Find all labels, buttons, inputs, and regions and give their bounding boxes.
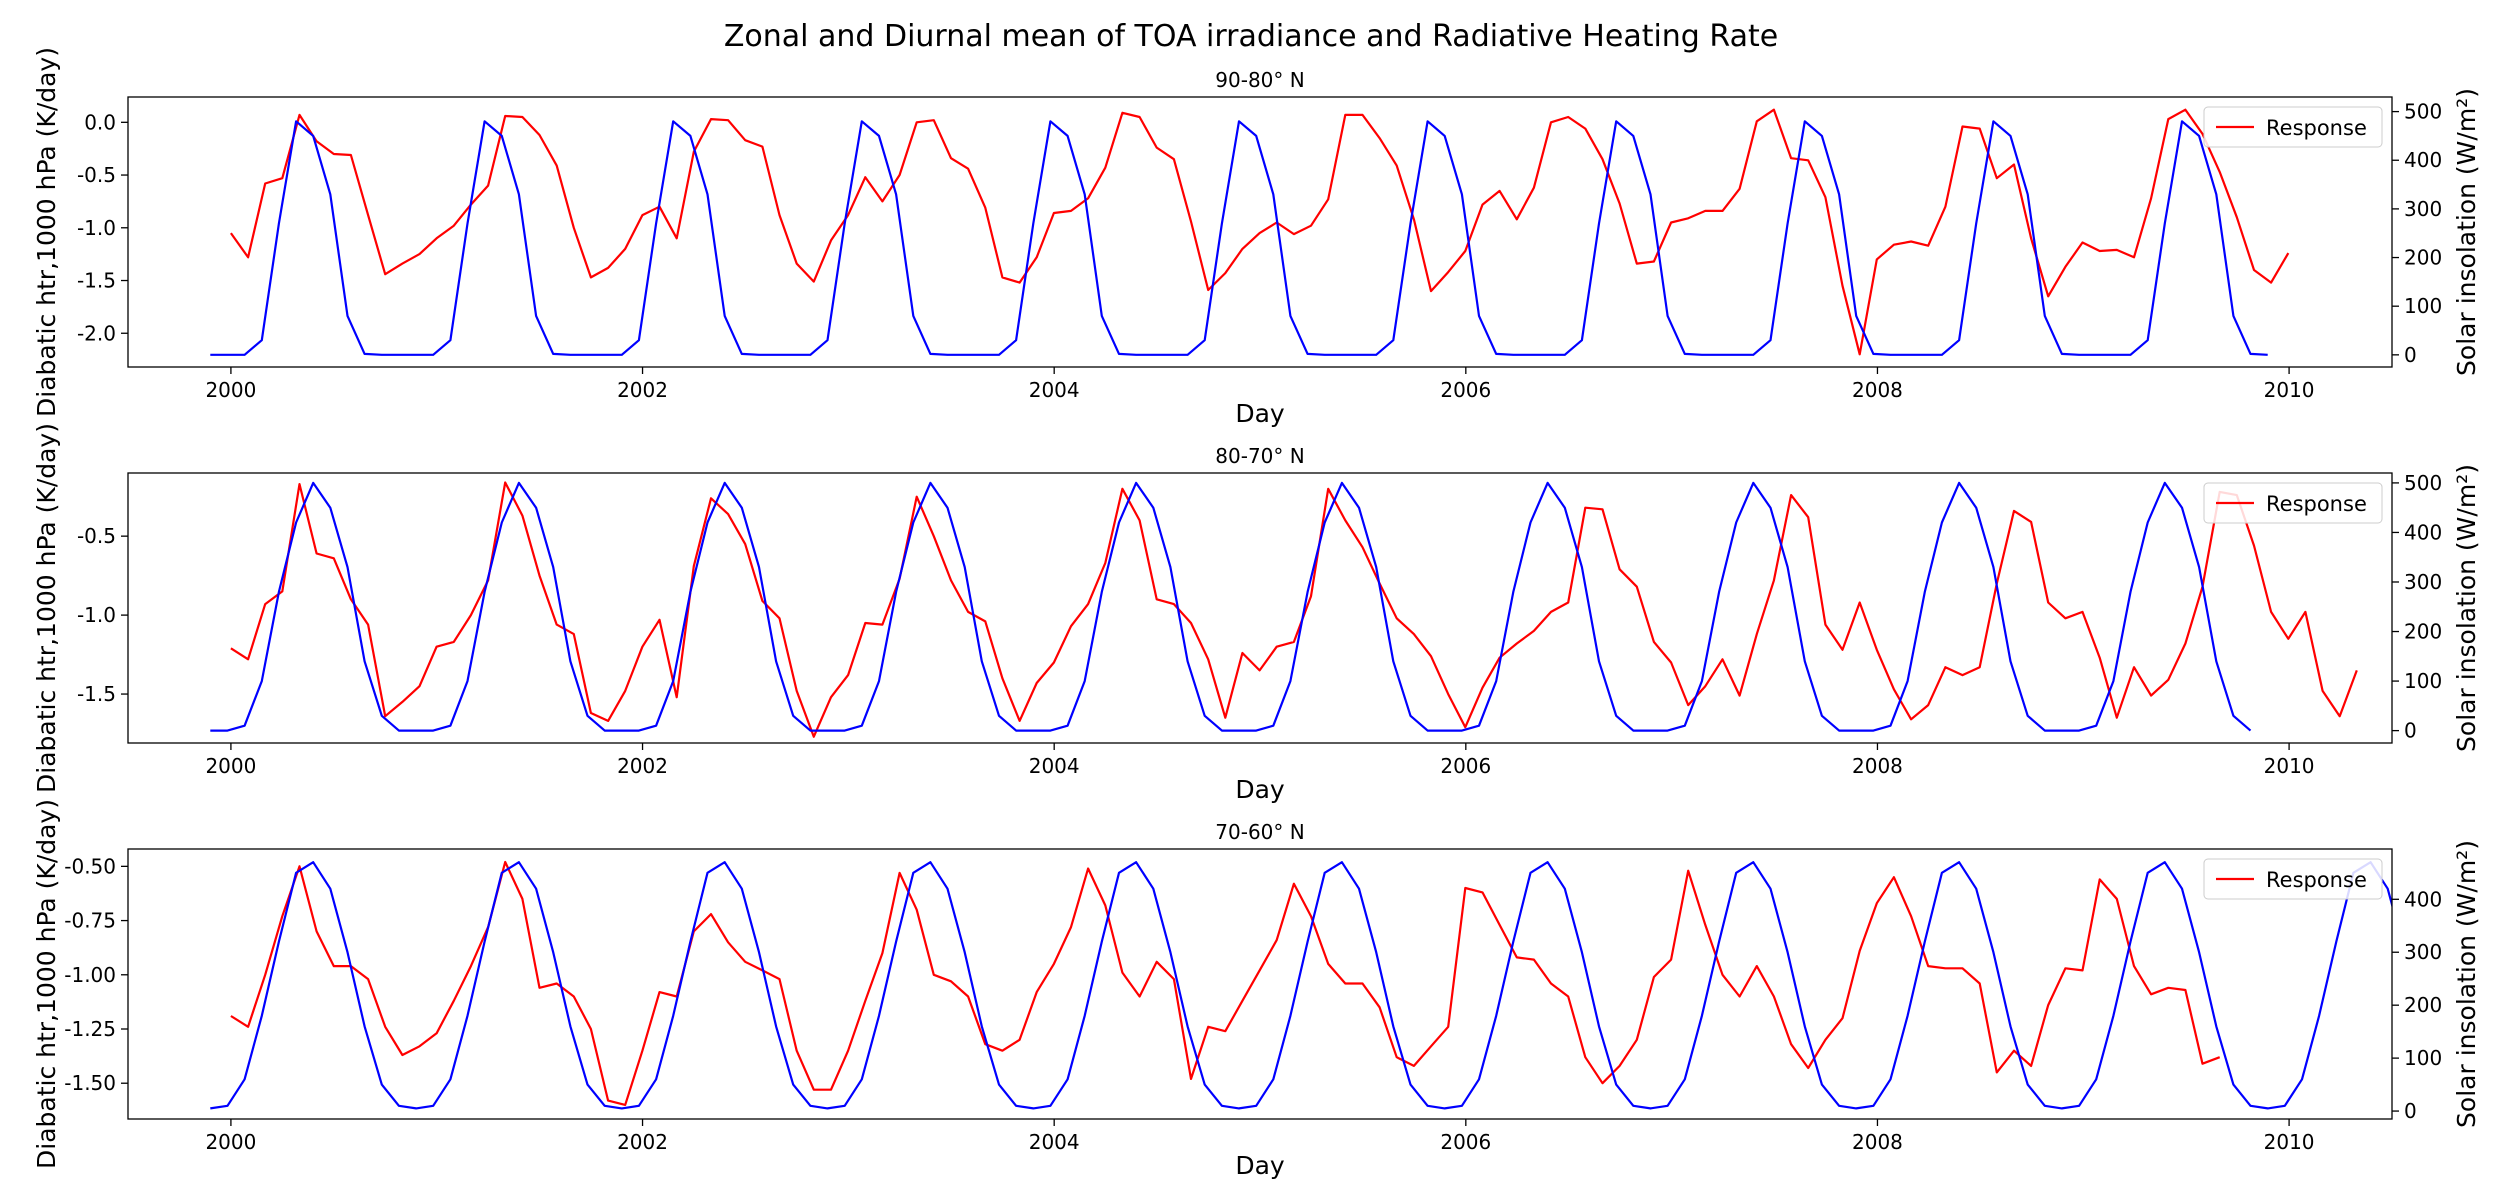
subplot-title: 70-60° N bbox=[1215, 820, 1304, 844]
figure-title: Zonal and Diurnal mean of TOA irradiance… bbox=[724, 19, 1778, 54]
x-tick-label: 2004 bbox=[1029, 754, 1080, 778]
y-right-tick-label: 0 bbox=[2404, 1099, 2417, 1123]
y-left-tick-label: -0.75 bbox=[64, 909, 116, 933]
y-right-tick-label: 500 bbox=[2404, 471, 2442, 495]
legend-label: Response bbox=[2266, 492, 2367, 516]
y-right-tick-label: 0 bbox=[2404, 343, 2417, 367]
legend: Response bbox=[2203, 482, 2383, 524]
legend: Response bbox=[2203, 858, 2383, 900]
y-left-tick-label: -0.5 bbox=[77, 524, 116, 548]
y-right-tick-label: 100 bbox=[2404, 1046, 2442, 1070]
x-tick-label: 2000 bbox=[205, 378, 256, 402]
x-tick-label: 2000 bbox=[205, 1130, 256, 1154]
y-right-tick-label: 200 bbox=[2404, 993, 2442, 1017]
axes-frame bbox=[127, 96, 2393, 368]
x-tick-label: 2002 bbox=[617, 754, 668, 778]
solar-insolation-line bbox=[210, 481, 2252, 732]
y-left-axis-label: Diabatic htr,1000 hPa (K/day) bbox=[32, 423, 61, 793]
response-line bbox=[230, 108, 2290, 356]
y-right-tick-label: 500 bbox=[2404, 100, 2442, 124]
subplot-title: 80-70° N bbox=[1215, 444, 1304, 468]
y-right-tick-label: 100 bbox=[2404, 669, 2442, 693]
y-right-tick-label: 0 bbox=[2404, 719, 2417, 743]
y-left-axis-label: Diabatic htr,1000 hPa (K/day) bbox=[32, 47, 61, 417]
subplot-title: 90-80° N bbox=[1215, 68, 1304, 92]
x-tick-label: 2008 bbox=[1852, 754, 1903, 778]
y-left-tick-label: -1.25 bbox=[64, 1017, 116, 1041]
y-left-tick-label: -1.5 bbox=[77, 269, 116, 293]
x-axis-label: Day bbox=[1235, 1151, 1285, 1180]
response-line bbox=[230, 481, 2358, 738]
y-left-axis-label: Diabatic htr,1000 hPa (K/day) bbox=[32, 799, 61, 1169]
y-left-tick-label: -1.50 bbox=[64, 1071, 116, 1095]
x-tick-label: 2010 bbox=[2264, 754, 2315, 778]
y-left-tick-label: -1.0 bbox=[77, 603, 116, 627]
y-left-tick-label: -1.0 bbox=[77, 216, 116, 240]
series-group bbox=[210, 481, 2358, 738]
x-tick-label: 2002 bbox=[617, 378, 668, 402]
y-right-tick-label: 300 bbox=[2404, 940, 2442, 964]
y-left-tick-label: -1.00 bbox=[64, 963, 116, 987]
solar-insolation-line bbox=[210, 861, 2392, 1110]
axes-frame bbox=[127, 472, 2393, 744]
y-right-axis-label: Solar insolation (W/m²) bbox=[2452, 88, 2481, 376]
x-tick-label: 2006 bbox=[1440, 1130, 1491, 1154]
series-group bbox=[210, 860, 2392, 1110]
x-tick-label: 2008 bbox=[1852, 378, 1903, 402]
y-right-tick-label: 200 bbox=[2404, 620, 2442, 644]
y-right-tick-label: 400 bbox=[2404, 887, 2442, 911]
y-left-tick-label: -0.50 bbox=[64, 854, 116, 878]
x-tick-label: 2010 bbox=[2264, 1130, 2315, 1154]
y-right-axis-label: Solar insolation (W/m²) bbox=[2452, 840, 2481, 1128]
solar-insolation-line bbox=[210, 120, 2268, 356]
x-tick-label: 2000 bbox=[205, 754, 256, 778]
y-left-tick-label: -2.0 bbox=[77, 321, 116, 345]
legend-label: Response bbox=[2266, 116, 2367, 140]
x-tick-label: 2004 bbox=[1029, 378, 1080, 402]
y-right-tick-label: 300 bbox=[2404, 197, 2442, 221]
y-right-tick-label: 400 bbox=[2404, 148, 2442, 172]
legend-label: Response bbox=[2266, 868, 2367, 892]
y-right-axis-label: Solar insolation (W/m²) bbox=[2452, 464, 2481, 752]
x-tick-label: 2004 bbox=[1029, 1130, 1080, 1154]
series-group bbox=[210, 108, 2290, 356]
x-tick-label: 2002 bbox=[617, 1130, 668, 1154]
legend-box bbox=[2203, 858, 2383, 900]
x-tick-label: 2010 bbox=[2264, 378, 2315, 402]
x-axis-label: Day bbox=[1235, 399, 1285, 428]
x-axis-label: Day bbox=[1235, 775, 1285, 804]
y-right-tick-label: 400 bbox=[2404, 520, 2442, 544]
y-right-tick-label: 200 bbox=[2404, 246, 2442, 270]
y-left-tick-label: -1.5 bbox=[77, 682, 116, 706]
y-right-tick-label: 300 bbox=[2404, 570, 2442, 594]
x-tick-label: 2006 bbox=[1440, 378, 1491, 402]
axes-frame bbox=[127, 848, 2393, 1120]
x-tick-label: 2008 bbox=[1852, 1130, 1903, 1154]
legend-box bbox=[2203, 482, 2383, 524]
y-left-tick-label: 0.0 bbox=[84, 110, 116, 134]
y-right-tick-label: 100 bbox=[2404, 294, 2442, 318]
legend-box bbox=[2203, 106, 2383, 148]
y-left-tick-label: -0.5 bbox=[77, 163, 116, 187]
legend: Response bbox=[2203, 106, 2383, 148]
x-tick-label: 2006 bbox=[1440, 754, 1491, 778]
